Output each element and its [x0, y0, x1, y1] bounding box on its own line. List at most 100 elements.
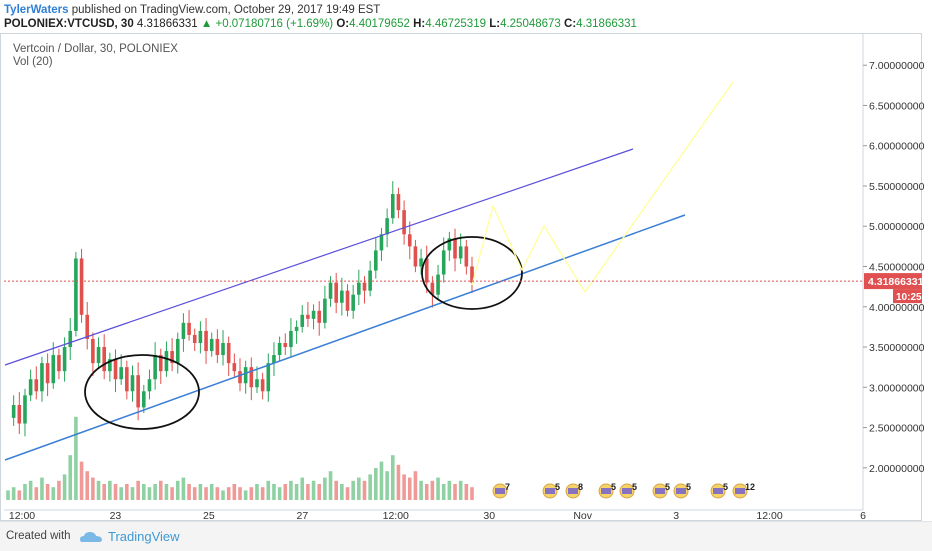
- volume-bar: [62, 474, 67, 500]
- candle-body: [402, 210, 406, 235]
- volume-bar: [334, 480, 338, 500]
- candle-body: [424, 258, 429, 283]
- volume-bar: [385, 471, 389, 500]
- volume-bar: [464, 484, 469, 500]
- channel-lower-line: [4, 214, 686, 461]
- candle-body: [277, 342, 282, 356]
- change-value: +0.07180716 (+1.69%): [215, 18, 334, 30]
- candle-body: [396, 194, 401, 211]
- volume-bar: [215, 487, 220, 500]
- price-chart[interactable]: 7 5 8 5 5 5 5 5 12 7.00000000 6.50000000 6.0000000…: [0, 0, 932, 521]
- candle-body: [441, 250, 446, 275]
- volume-bar: [204, 487, 208, 500]
- candle-body: [436, 274, 440, 295]
- candle-body: [447, 238, 452, 251]
- volume-bar: [402, 474, 406, 500]
- volume-bar: [345, 487, 350, 500]
- low-label: L:: [489, 18, 501, 30]
- current-price-tag: [864, 273, 922, 290]
- author-link[interactable]: TylerWaters: [4, 4, 69, 16]
- candle-body: [470, 266, 474, 283]
- candle-body: [306, 314, 310, 319]
- candles: [11, 181, 474, 437]
- candle-body: [119, 367, 123, 380]
- y-tick-label: 4.50000000: [869, 262, 925, 274]
- candle-body: [328, 282, 333, 299]
- flag-icon: [495, 488, 505, 494]
- publish-line: TylerWaters published on TradingView.com…: [4, 3, 380, 18]
- volume-bar: [470, 487, 474, 500]
- event-badge-count: 8: [578, 482, 583, 492]
- tradingview-brand-link[interactable]: TradingView: [108, 529, 180, 544]
- flag-icon: [545, 488, 555, 494]
- volume-bar: [266, 480, 271, 500]
- volume-bar: [11, 487, 16, 500]
- footer-bar: Created with TradingView: [0, 521, 932, 551]
- volume-bar: [85, 471, 90, 500]
- candle-body: [28, 379, 33, 396]
- candle-body: [181, 322, 186, 339]
- volume-bar: [368, 474, 372, 500]
- candle-body: [74, 258, 78, 331]
- volume-bar: [328, 471, 333, 500]
- drawings: [4, 81, 863, 461]
- open-label: O:: [336, 18, 350, 30]
- volume-bar: [45, 484, 50, 500]
- volume-bar: [294, 484, 299, 500]
- event-badge-count: 7: [505, 482, 510, 492]
- candle-body: [102, 347, 106, 372]
- volume-bar: [249, 487, 254, 500]
- candle-body: [204, 330, 208, 352]
- volume-bar: [175, 480, 180, 500]
- flag-icon: [713, 488, 723, 494]
- volume-bar: [187, 484, 191, 500]
- event-badge-count: 5: [723, 482, 728, 492]
- x-tick-label: 23: [110, 510, 122, 521]
- candle-body: [23, 395, 27, 424]
- candle-body: [192, 334, 197, 343]
- volume-bar: [289, 480, 293, 500]
- volume-bar: [300, 477, 305, 500]
- candle-body: [255, 379, 259, 388]
- y-tick-label: 2.00000000: [869, 463, 925, 475]
- volume-bar: [374, 468, 378, 500]
- volume-bar: [68, 455, 73, 500]
- candle-body: [136, 375, 140, 408]
- volume-bar: [453, 484, 457, 500]
- volume-bar: [390, 455, 395, 500]
- candle-body: [345, 290, 350, 311]
- volume-bar: [23, 484, 27, 500]
- candle-body: [91, 338, 95, 364]
- volume-bar: [277, 487, 282, 500]
- x-tick-label: 6: [860, 510, 866, 521]
- volume-bar: [323, 477, 327, 500]
- volume-bar: [96, 480, 101, 500]
- low-value: 4.25048673: [500, 18, 561, 30]
- x-tick-label: 12:00: [756, 510, 782, 521]
- volume-bar: [407, 477, 412, 500]
- candle-body: [209, 338, 214, 352]
- flag-icon: [676, 488, 686, 494]
- volume-bar: [209, 484, 214, 500]
- x-axis: 12:00 23 25 27 12:00 30 Nov 3 12:00 6: [4, 509, 866, 521]
- open-value: 4.40179652: [349, 18, 410, 30]
- x-tick-label: 25: [203, 510, 215, 521]
- volume-bar: [79, 461, 84, 500]
- candle-body: [464, 246, 469, 267]
- created-with-label: Created with: [6, 530, 71, 542]
- y-tick-label: 4.00000000: [869, 302, 925, 314]
- candle-body: [453, 238, 457, 259]
- flag-icon: [622, 488, 632, 494]
- candle-body: [407, 234, 412, 247]
- y-tick-label: 6.00000000: [869, 141, 925, 153]
- volume-bar: [272, 484, 276, 500]
- volume-bar: [113, 484, 118, 500]
- candle-body: [175, 338, 180, 364]
- volume-legend: Vol (20): [13, 56, 53, 68]
- volume-bar: [34, 487, 39, 500]
- x-tick-label: 12:00: [9, 510, 35, 521]
- volume-bar: [40, 477, 44, 500]
- candle-body: [57, 355, 61, 372]
- x-tick-label: 27: [296, 510, 308, 521]
- candle-body: [238, 371, 242, 384]
